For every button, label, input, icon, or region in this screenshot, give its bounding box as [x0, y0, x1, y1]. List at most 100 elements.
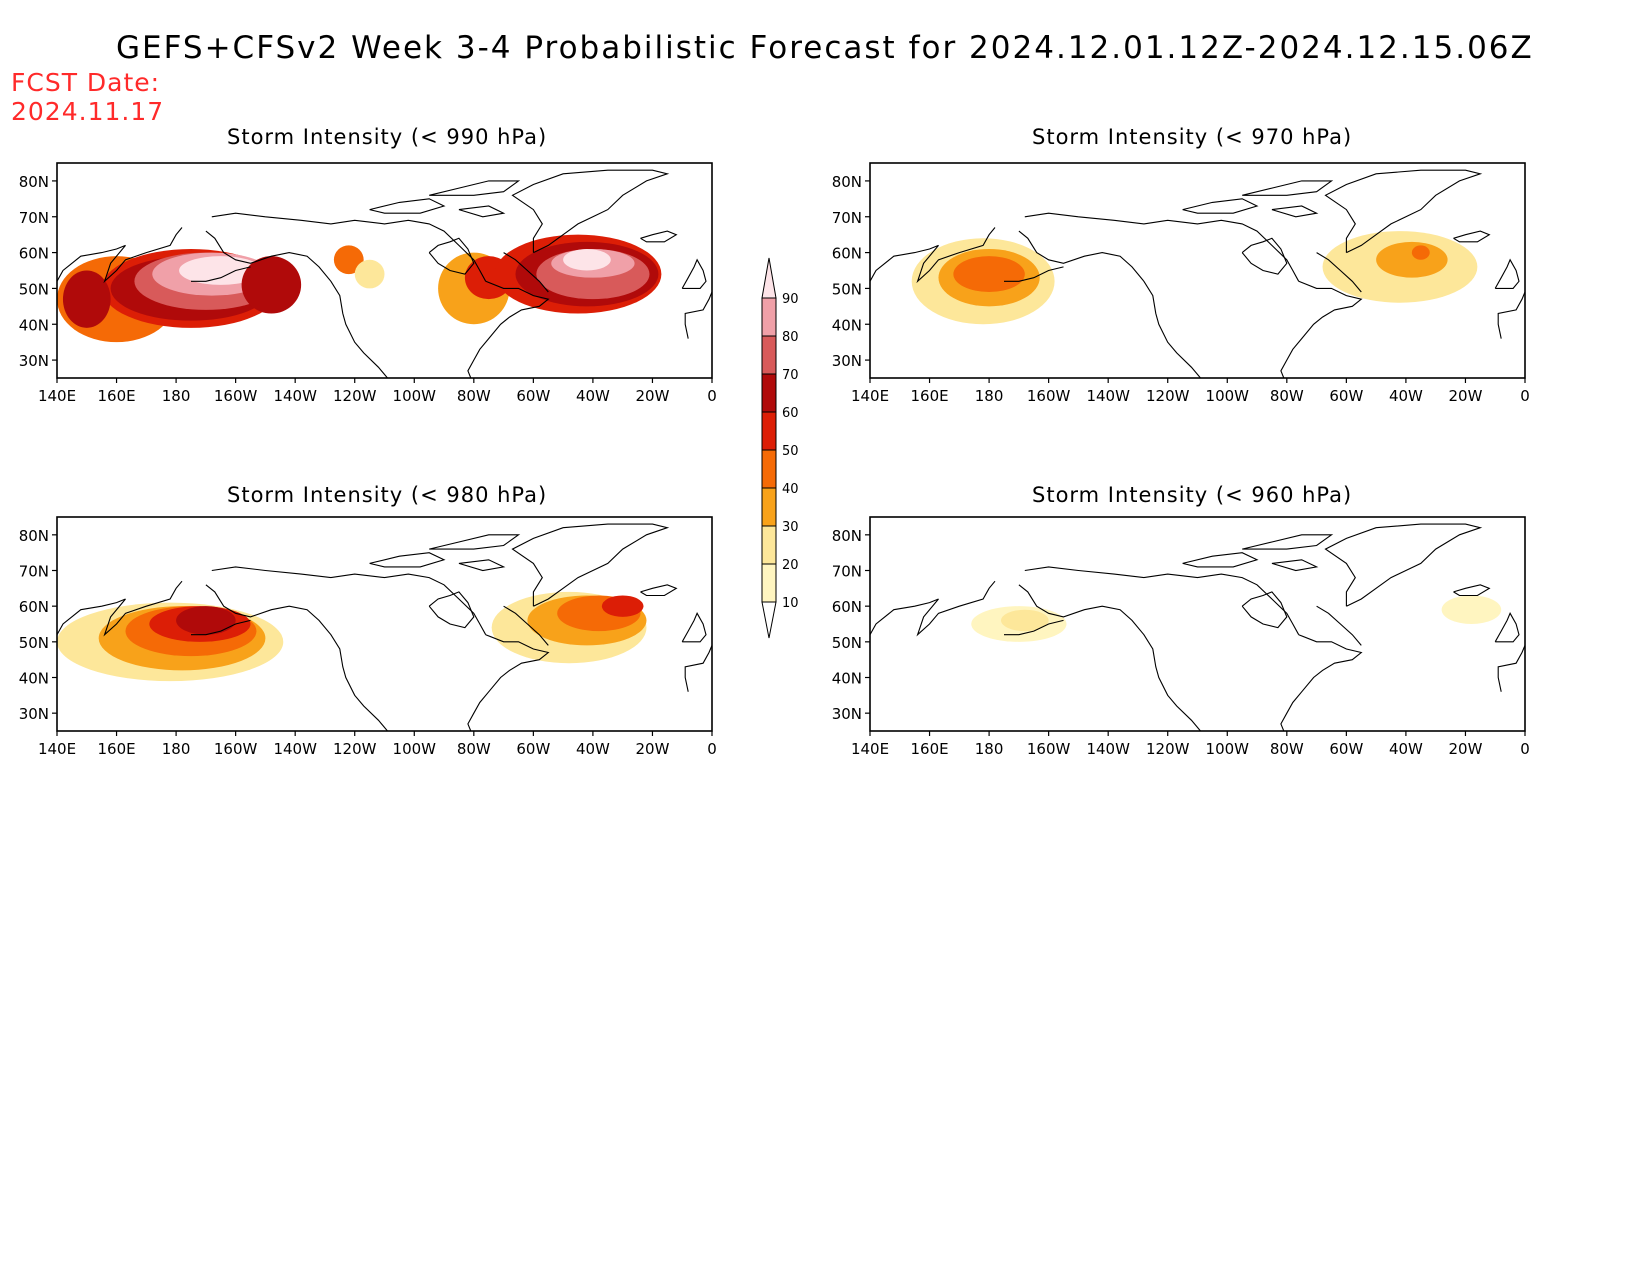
colorbar: 90 80 70 60 50 40 30 20 10: [761, 257, 799, 639]
coastline: [1280, 280, 1363, 378]
coastline: [503, 252, 549, 293]
colorbar-label: 40: [782, 482, 799, 497]
probability-fill: [57, 591, 647, 682]
map-panel-980: 80N 70N 60N 50N 40N 30N 140E 160E 180 160W 140W 120…: [19, 516, 717, 758]
coastline: [1324, 523, 1483, 607]
coastline: [511, 169, 670, 254]
forecast-date-label: FCST Date:: [11, 68, 161, 97]
lon-tick-label: 100W: [1206, 387, 1250, 405]
lon-tick-label: 180: [162, 387, 191, 405]
coastline: [681, 612, 707, 643]
probability-contour: [62, 270, 111, 328]
coastline: [1497, 645, 1525, 692]
coastline: [503, 605, 549, 646]
lon-tick-label: 160E: [97, 740, 135, 758]
colorbar-label: 50: [782, 444, 799, 459]
probability-contour: [241, 256, 302, 314]
lat-tick-label: 30N: [19, 352, 49, 370]
panel-title-970: Storm Intensity (< 970 hPa): [1032, 125, 1353, 149]
lon-tick-label: 180: [162, 740, 191, 758]
lon-tick-label: 120W: [333, 387, 377, 405]
coastline: [1324, 169, 1483, 254]
colorbar-cell: [761, 411, 777, 451]
coastline: [458, 559, 506, 572]
probability-contour: [1441, 595, 1502, 624]
map-panel-990: 80N 70N 60N 50N 40N 30N 140E 160E 180 160W 140W 120…: [19, 162, 717, 405]
map-frame: [869, 516, 1526, 732]
coastline: [1182, 552, 1259, 568]
colorbar-label: 20: [782, 558, 799, 573]
probability-fill: [911, 231, 1478, 325]
coastline: [1280, 634, 1363, 731]
lon-tick-label: 80W: [457, 740, 491, 758]
lon-tick-label: 120W: [1146, 387, 1190, 405]
coastline: [1242, 534, 1334, 550]
coastlines: [870, 169, 1525, 378]
colorbar-cell: [761, 525, 777, 565]
coastline: [191, 266, 251, 282]
lat-tick-label: 50N: [832, 634, 862, 652]
coastline: [429, 534, 521, 550]
lon-tick-label: 140E: [851, 387, 889, 405]
colorbar-cell: [761, 487, 777, 527]
lat-tick-label: 60N: [832, 245, 862, 263]
coastline: [1242, 180, 1334, 196]
coastline: [467, 280, 550, 378]
coastlines: [57, 523, 712, 731]
lat-tick-label: 50N: [19, 280, 49, 298]
coastline: [1316, 605, 1362, 646]
colorbar-cell: [761, 449, 777, 489]
lon-tick-label: 60W: [516, 740, 550, 758]
coastline: [429, 180, 521, 196]
lon-tick-label: 40W: [1389, 740, 1423, 758]
colorbar-label: 30: [782, 520, 799, 535]
forecast-date-value: 2024.11.17: [11, 97, 165, 126]
map-panel-960: 80N 70N 60N 50N 40N 30N 140E 160E 180 160W 140W 120…: [832, 516, 1530, 758]
coastline: [428, 591, 475, 629]
probability-contour: [179, 256, 263, 285]
coastline: [1494, 612, 1520, 643]
coastline: [1241, 237, 1288, 275]
coastline: [511, 523, 670, 607]
coastline: [1004, 619, 1064, 636]
probability-contour: [1001, 609, 1049, 632]
colorbar-label: 90: [782, 292, 799, 307]
lat-tick-label: 40N: [832, 670, 862, 688]
lon-tick-label: 160W: [1027, 740, 1071, 758]
coastline: [1271, 205, 1319, 218]
lon-tick-label: 140E: [851, 740, 889, 758]
probability-fill: [971, 595, 1502, 642]
map-panel-970: 80N 70N 60N 50N 40N 30N 140E 160E 180 160W 140W 120…: [832, 162, 1530, 405]
panel-title-960: Storm Intensity (< 960 hPa): [1032, 483, 1353, 507]
lon-tick-label: 20W: [635, 387, 669, 405]
lon-tick-label: 180: [975, 740, 1004, 758]
lat-tick-label: 70N: [19, 563, 49, 581]
probability-contour: [953, 256, 1025, 293]
probability-contour: [333, 245, 364, 275]
coastlines: [57, 169, 712, 378]
lon-tick-label: 0: [1520, 740, 1530, 758]
lon-tick-label: 0: [1520, 387, 1530, 405]
coastline: [1494, 258, 1520, 289]
lat-tick-label: 50N: [19, 634, 49, 652]
lat-tick-label: 70N: [832, 563, 862, 581]
colorbar-label: 10: [782, 596, 799, 611]
lon-tick-label: 160W: [214, 387, 258, 405]
coastline: [640, 230, 678, 243]
lon-tick-label: 100W: [1206, 740, 1250, 758]
lon-tick-label: 140E: [38, 740, 76, 758]
coastline: [458, 205, 506, 218]
coastline: [57, 227, 183, 284]
coastline: [1241, 591, 1288, 629]
colorbar-cap-top: [761, 257, 777, 299]
colorbar-label: 60: [782, 406, 799, 421]
lon-tick-label: 160E: [910, 740, 948, 758]
lon-tick-label: 140W: [1086, 740, 1130, 758]
lat-tick-label: 60N: [19, 598, 49, 616]
lat-tick-label: 80N: [832, 173, 862, 191]
lat-tick-label: 70N: [832, 209, 862, 227]
lon-tick-label: 100W: [393, 740, 437, 758]
lat-tick-label: 80N: [19, 173, 49, 191]
coastline: [1182, 198, 1259, 214]
